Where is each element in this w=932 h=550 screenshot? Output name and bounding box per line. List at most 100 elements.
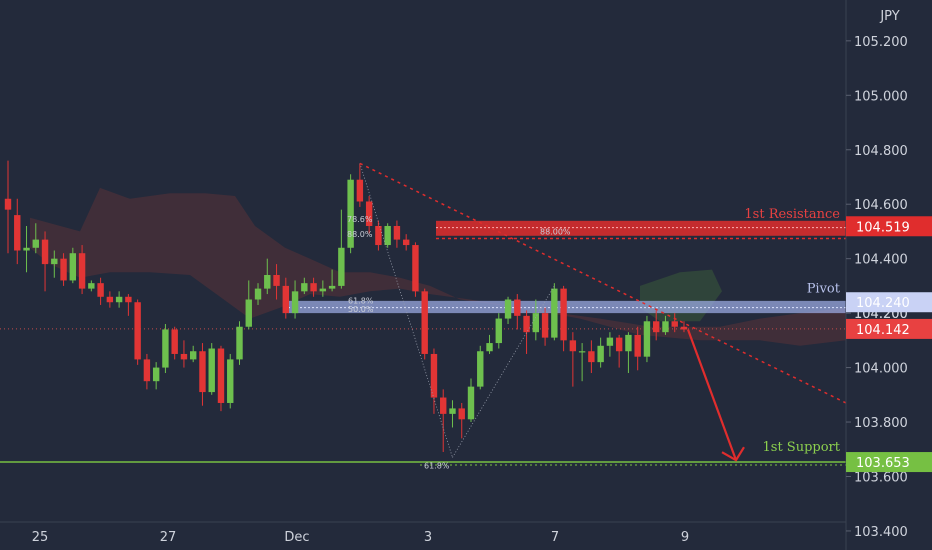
candle-body <box>152 367 160 382</box>
y-tick-label: 104.000 <box>854 362 908 377</box>
y-tick-label: 104.400 <box>854 253 908 268</box>
candle-body <box>282 285 289 314</box>
candle-body <box>60 258 67 281</box>
pivot-label: Pivot <box>807 282 841 297</box>
candle-body <box>393 225 401 240</box>
cloud-red <box>30 187 846 346</box>
candle-body <box>560 288 567 341</box>
candle-body <box>51 258 58 265</box>
candle-body <box>41 239 49 265</box>
candle-body <box>208 348 215 393</box>
support-label: 1st Support <box>763 440 841 455</box>
candle-body <box>217 348 225 403</box>
candle-body <box>180 353 188 360</box>
candle-body <box>495 318 502 344</box>
candle-body <box>254 288 262 300</box>
x-tick-label: 7 <box>551 530 559 545</box>
candles <box>4 160 688 452</box>
x-tick-label: 9 <box>681 530 689 545</box>
candle-body <box>625 334 632 352</box>
candle-body <box>356 179 364 202</box>
candle-body <box>78 253 86 289</box>
candle-body <box>162 329 169 368</box>
candle-body <box>4 198 12 210</box>
candle-body <box>578 351 586 353</box>
fib-label-786: 78.6% <box>347 215 373 224</box>
candle-body <box>467 386 475 420</box>
candle-body <box>365 201 373 226</box>
resistance-zone <box>436 220 846 236</box>
candle-body <box>440 397 447 414</box>
fib-label-88-right: 88.00% <box>540 228 571 237</box>
candle-body <box>338 247 345 286</box>
x-tick-label: Dec <box>284 530 309 545</box>
candle-body <box>227 359 234 403</box>
y-tick-label: 103.800 <box>854 416 908 431</box>
candle-body <box>97 283 104 297</box>
candle-body <box>477 351 484 387</box>
fib-diagonal-down <box>359 163 453 458</box>
y-tick-label: 103.400 <box>854 525 908 540</box>
candle-body <box>319 288 327 292</box>
y-tick-label: 105.200 <box>854 35 908 50</box>
support-price-tag-bg <box>846 452 932 473</box>
candle-body <box>375 225 382 246</box>
down-arrow-head <box>721 446 745 462</box>
candle-body <box>347 179 354 248</box>
y-tick-label: 105.000 <box>854 89 908 104</box>
resistance-price-tag-bg <box>846 216 932 237</box>
candle-body <box>291 291 299 314</box>
candle-body <box>606 337 614 346</box>
candle-body <box>106 296 114 303</box>
candle-body <box>523 315 530 333</box>
candle-body <box>273 275 280 286</box>
resistance-label: 1st Resistance <box>744 207 840 222</box>
resistance-price-tag-text: 104.519 <box>856 220 910 235</box>
x-tick-label: 27 <box>160 530 177 545</box>
candle-body <box>569 340 577 352</box>
fib-diagonal-up <box>452 285 555 458</box>
candle-body <box>245 299 252 327</box>
fib-label-50: 50.0% <box>348 305 374 314</box>
candle-body <box>532 313 540 333</box>
candle-body <box>421 291 428 354</box>
candle-body <box>134 302 141 360</box>
candle-body <box>643 321 651 357</box>
support-price-tag-text: 103.653 <box>856 456 910 471</box>
pivot-price-tag-text: 104.240 <box>856 296 910 311</box>
candle-body <box>69 253 77 281</box>
candle-body <box>384 225 391 246</box>
candle-body <box>458 408 465 420</box>
candle-body <box>14 215 21 251</box>
candle-body <box>171 329 178 354</box>
candle-body <box>588 351 595 363</box>
candle-body <box>504 299 512 319</box>
fib-label-618: 61.8% <box>348 297 374 306</box>
y-tick-label: 104.600 <box>854 198 908 213</box>
candle-body <box>653 321 660 333</box>
currency-label: JPY <box>879 9 899 24</box>
candle-body <box>662 321 669 333</box>
candle-body <box>199 351 206 393</box>
down-arrow-shaft <box>686 329 738 461</box>
pivot-price-tag-bg <box>846 292 932 313</box>
candle-body <box>486 343 493 352</box>
fib-label-88: 88.0% <box>347 230 373 239</box>
candle-body <box>88 283 95 289</box>
candle-body <box>301 283 308 292</box>
x-tick-label: 25 <box>32 530 49 545</box>
candle-body <box>430 353 438 398</box>
candle-body <box>449 408 456 414</box>
candle-body <box>514 299 521 316</box>
fib-label-618-bottom: 61.8% <box>424 461 450 470</box>
candle-body <box>236 326 243 360</box>
candle-body <box>541 313 549 338</box>
y-tick-label: 104.800 <box>854 144 908 159</box>
candle-body <box>328 285 336 289</box>
candle-body <box>115 296 123 303</box>
candle-body <box>680 326 688 330</box>
candle-body <box>143 359 151 382</box>
